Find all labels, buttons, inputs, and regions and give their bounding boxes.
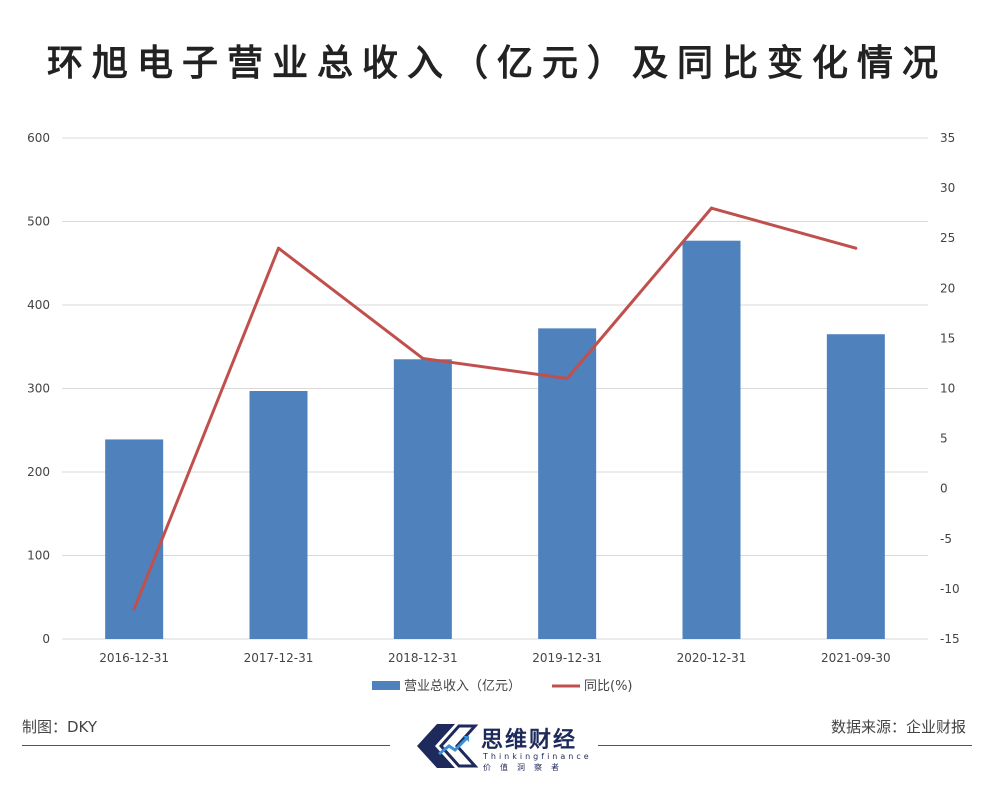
left-tick-label: 600: [27, 131, 50, 145]
x-tick-label: 2017-12-31: [244, 651, 314, 665]
footer-divider-right: [598, 745, 972, 746]
legend-swatch-revenue: [372, 681, 400, 690]
right-tick-label: 20: [940, 281, 955, 295]
left-tick-label: 200: [27, 465, 50, 479]
chart-title: 环旭电子营业总收入（亿元）及同比变化情况: [46, 43, 947, 84]
revenue-bars: [105, 240, 885, 639]
gridlines: [62, 137, 928, 640]
brand-logo: 思维财经 Thinkingfinance 价值洞察者: [413, 718, 603, 778]
brand-name: 思维财经: [481, 728, 578, 753]
revenue-bar: [682, 240, 741, 639]
brand-english-name: Thinkingfinance: [483, 752, 592, 761]
left-tick-label: 300: [27, 382, 50, 396]
revenue-bar: [826, 334, 885, 639]
revenue-bar: [393, 359, 452, 639]
yoy-point: [854, 246, 858, 250]
yoy-line: [132, 206, 857, 610]
footer-author: 制图：DKY: [22, 718, 98, 736]
chart: 0 100 200 300 400 500 600 -15 -10 -5 0 5 10 15 20 25 30…: [27, 131, 960, 694]
footer-divider-left: [22, 745, 390, 746]
yoy-point: [132, 607, 136, 611]
yoy-point: [565, 376, 569, 380]
x-tick-label: 2016-12-31: [99, 651, 169, 665]
right-tick-label: 30: [940, 181, 955, 195]
brand-logo-icon: [417, 724, 479, 768]
right-tick-label: -10: [940, 582, 960, 596]
right-tick-label: 0: [940, 482, 948, 496]
right-tick-label: -15: [940, 632, 960, 646]
x-tick-label: 2021-09-30: [821, 651, 891, 665]
yoy-point: [277, 246, 280, 250]
right-tick-label: 10: [940, 382, 955, 396]
brand-slogan: 价值洞察者: [483, 763, 568, 772]
legend: 营业总收入（亿元） 同比(%): [372, 679, 633, 694]
right-axis-ticks: -15 -10 -5 0 5 10 15 20 25 30 35: [940, 131, 960, 646]
x-tick-label: 2018-12-31: [388, 651, 458, 665]
yoy-point: [710, 206, 713, 210]
right-tick-label: 5: [940, 432, 948, 446]
right-tick-label: -5: [940, 532, 952, 546]
legend-label-yoy: 同比(%): [584, 679, 633, 694]
footer-source: 数据来源：企业财报: [830, 718, 966, 736]
right-tick-label: 25: [940, 231, 955, 245]
revenue-bar: [538, 328, 597, 639]
left-tick-label: 100: [27, 549, 50, 563]
left-tick-label: 500: [27, 215, 50, 229]
yoy-line-series: [132, 206, 858, 611]
left-axis-ticks: 0 100 200 300 400 500 600: [27, 131, 50, 646]
x-tick-label: 2019-12-31: [532, 651, 602, 665]
left-tick-label: 400: [27, 298, 50, 312]
x-tick-label: 2020-12-31: [677, 651, 747, 665]
legend-label-revenue: 营业总收入（亿元）: [404, 679, 521, 694]
left-tick-label: 0: [42, 632, 50, 646]
revenue-bar: [249, 391, 308, 639]
x-axis-ticks: 2016-12-31 2017-12-31 2018-12-31 2019-12-31…: [99, 651, 890, 665]
right-tick-label: 35: [940, 131, 955, 145]
right-tick-label: 15: [940, 331, 955, 345]
yoy-point: [421, 356, 425, 360]
